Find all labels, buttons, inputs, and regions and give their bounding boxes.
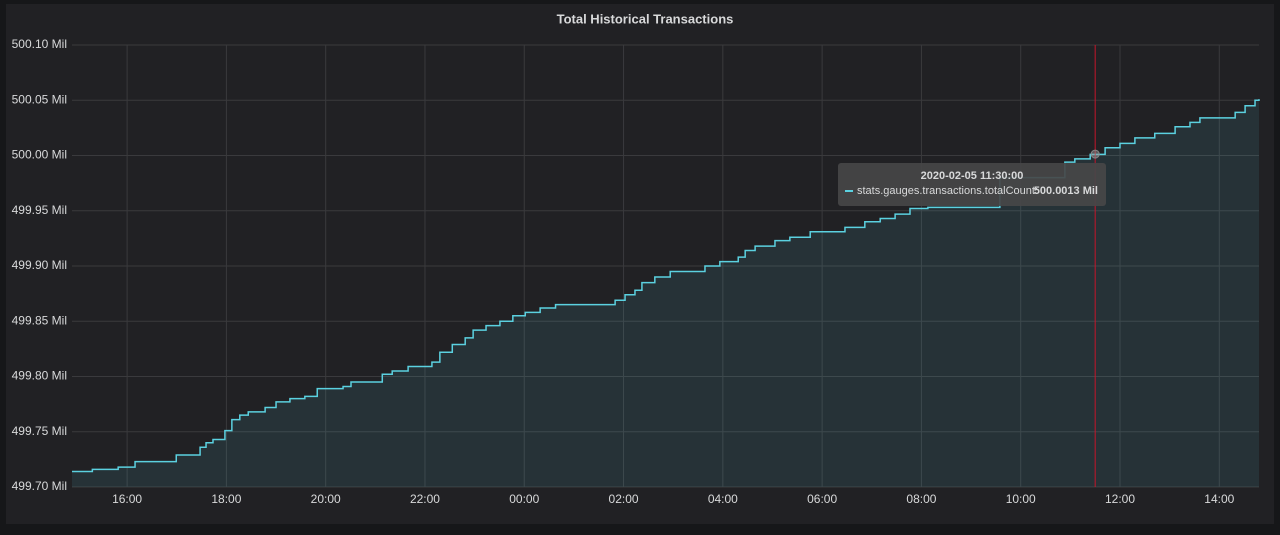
x-tick-label: 00:00 <box>509 492 539 506</box>
y-tick-label: 499.85 Mil <box>12 313 67 327</box>
x-tick-label: 20:00 <box>311 492 341 506</box>
hover-point <box>1090 149 1100 159</box>
x-tick-label: 16:00 <box>112 492 142 506</box>
tooltip-box <box>838 163 1106 206</box>
chart-title: Total Historical Transactions <box>557 11 734 26</box>
x-tick-label: 04:00 <box>708 492 738 506</box>
y-tick-label: 499.90 Mil <box>12 258 67 272</box>
y-tick-label: 500.10 Mil <box>12 37 67 51</box>
tooltip-value: 500.0013 Mil <box>1034 185 1098 197</box>
x-tick-label: 14:00 <box>1204 492 1234 506</box>
tooltip-series: stats.gauges.transactions.totalCount: <box>857 185 1038 197</box>
panel <box>6 4 1274 524</box>
y-tick-label: 499.80 Mil <box>12 369 67 383</box>
x-tick-label: 06:00 <box>807 492 837 506</box>
x-tick-label: 08:00 <box>906 492 936 506</box>
tooltip-time: 2020-02-05 11:30:00 <box>921 170 1024 182</box>
y-tick-label: 500.05 Mil <box>12 92 67 106</box>
x-tick-label: 10:00 <box>1006 492 1036 506</box>
y-tick-label: 499.70 Mil <box>12 479 67 493</box>
series-area <box>72 99 1259 488</box>
x-tick-label: 18:00 <box>211 492 241 506</box>
series-line <box>72 99 1260 473</box>
x-tick-label: 22:00 <box>410 492 440 506</box>
x-tick-label: 12:00 <box>1105 492 1135 506</box>
y-tick-label: 499.75 Mil <box>12 424 67 438</box>
y-tick-label: 499.95 Mil <box>12 203 67 217</box>
y-tick-label: 500.00 Mil <box>12 148 67 162</box>
x-tick-label: 02:00 <box>609 492 639 506</box>
tooltip: 2020-02-05 11:30:00 stats.gauges.transact… <box>838 163 1106 206</box>
